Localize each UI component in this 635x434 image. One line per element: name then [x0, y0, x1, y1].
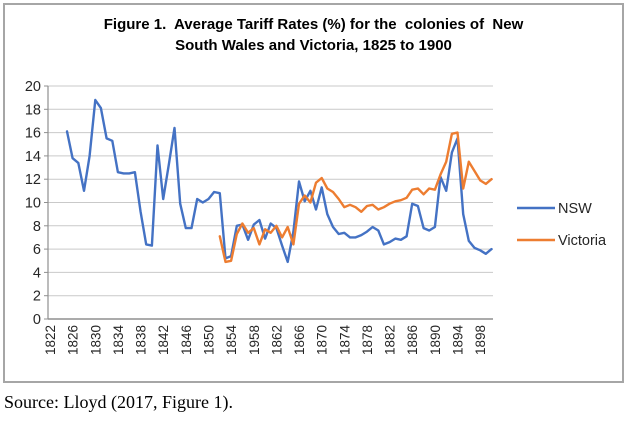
y-tick-label: 0 [33, 312, 41, 328]
y-tick-label: 12 [25, 172, 41, 188]
chart-title-line2: South Wales and Victoria, 1825 to 1900 [175, 37, 452, 54]
y-tick-label: 6 [33, 242, 41, 258]
x-tick-label: 1862 [269, 325, 284, 355]
nsw-series-line [65, 98, 493, 264]
y-tick-label: 2 [33, 289, 41, 305]
x-tick-label: 1870 [315, 325, 330, 355]
x-tick-label: 1842 [156, 325, 171, 355]
y-tick-label: 10 [25, 196, 41, 212]
x-tick-label: 1958 [247, 325, 262, 355]
x-tick-label: 1822 [43, 325, 58, 355]
x-tick-label: 1834 [111, 325, 126, 356]
x-tick-label: 1882 [383, 325, 398, 355]
chart-title-line1: Figure 1. Average Tariff Rates (%) for t… [103, 16, 524, 33]
y-tick-label: 4 [33, 265, 41, 281]
victoria-series-line [218, 131, 493, 264]
y-tick-label: 18 [25, 102, 41, 118]
x-tick-label: 1898 [473, 325, 488, 355]
legend-nsw-label: NSW [558, 201, 592, 217]
x-tick-label: 1874 [337, 325, 352, 356]
legend-victoria-label: Victoria [558, 233, 607, 249]
y-tick-label: 20 [25, 79, 41, 95]
x-tick-label: 1838 [134, 325, 149, 355]
y-tick-label: 16 [25, 126, 41, 142]
x-tick-label: 1886 [405, 325, 420, 355]
x-tick-label: 1890 [428, 325, 443, 355]
x-tick-label: 1866 [292, 325, 307, 355]
y-tick-label: 8 [33, 219, 41, 235]
x-tick-label: 1878 [360, 325, 375, 355]
x-tick-label: 1854 [224, 325, 239, 356]
x-tick-label: 1850 [201, 325, 216, 355]
chart-title: Figure 1. Average Tariff Rates (%) for t… [5, 14, 622, 56]
x-tick-label: 1894 [451, 325, 466, 356]
x-tick-label: 1830 [88, 325, 103, 355]
x-tick-label: 1826 [66, 325, 81, 355]
y-tick-label: 14 [25, 149, 41, 165]
x-tick-label: 1846 [179, 325, 194, 355]
source-note: Source: Lloyd (2017, Figure 1). [4, 392, 233, 412]
